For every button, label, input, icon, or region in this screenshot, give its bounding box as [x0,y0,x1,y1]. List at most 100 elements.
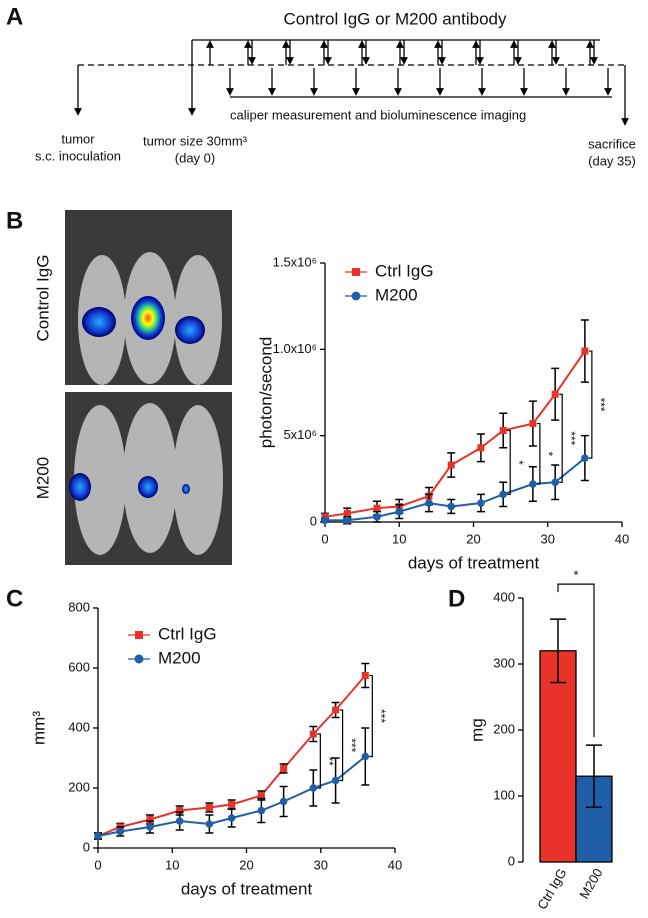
marker [332,706,340,714]
marker [425,499,433,507]
y-tick-label: 1.5x10⁶ [273,254,317,269]
x-tick-label: 0 [321,531,328,546]
significance-label: * [573,568,578,583]
legend-marker [351,291,361,301]
panel-label: C [6,585,23,612]
x-tick-label: 0 [94,857,101,872]
y-tick-label: 1.0x10⁶ [273,341,317,356]
marker [361,752,370,761]
marker [205,804,213,811]
marker [116,827,125,836]
event-label: s.c. inoculation [35,148,121,163]
marker [257,806,266,815]
marker [279,797,288,806]
legend-label: M200 [375,285,418,304]
significance-bracket [339,709,344,782]
marker [395,507,404,516]
significance-bracket [536,422,541,485]
y-tick-label: 400 [68,719,90,734]
x-axis-label: days of treatment [181,879,313,898]
x-tick-label: 10 [392,531,406,546]
marker [499,426,507,434]
marker [146,823,154,831]
event-label: sacrifice [588,136,636,151]
legend-label: Ctrl IgG [158,624,217,643]
x-tick-label: 20 [239,857,253,872]
marker [257,792,265,799]
marker [343,509,351,517]
legend-marker [352,268,360,276]
x-tick-label: 40 [388,857,402,872]
legend-marker [135,631,143,639]
y-tick-label: 100 [493,787,515,802]
significance-label: *** [374,709,388,723]
legend-label: Ctrl IgG [375,261,434,280]
marker [280,765,288,772]
significance-bracket [588,350,593,459]
significance-label: *** [594,398,608,412]
marker [581,454,589,462]
imaging-label: caliper measurement and bioluminescence … [230,107,526,122]
event-label: tumor [61,131,95,146]
marker [205,820,214,828]
x-tick-label: M200 [576,866,605,902]
significance-bracket [369,674,373,758]
event-label: (day 35) [588,153,636,168]
y-axis-label: mm³ [29,711,48,745]
marker [321,516,329,525]
y-tick-label: 0 [83,839,90,854]
y-tick-label: 0 [508,853,515,868]
significance-bracket [557,583,595,738]
marker [146,816,154,823]
panel-label: A [6,3,23,30]
significance-bracket [507,429,511,495]
marker [477,499,485,507]
group-label: Control IgG [33,255,52,342]
legend-marker [134,654,144,664]
error-bar [586,744,602,808]
significance-label: *** [564,431,578,445]
marker [529,480,537,488]
marker [499,490,508,499]
significance-label: *** [344,738,358,752]
marker [447,502,456,511]
y-tick-label: 800 [68,599,90,614]
marker [343,516,352,525]
x-tick-label: 10 [165,857,179,872]
marker [447,461,455,469]
y-tick-label: 200 [493,721,515,736]
x-axis-label: days of treatment [408,553,540,572]
marker [309,730,317,738]
significance-label: * [512,460,526,465]
x-tick-label: 30 [541,531,555,546]
error-bar [550,618,566,684]
marker [551,478,559,487]
x-tick-label: 20 [466,531,480,546]
marker [529,420,537,428]
marker [309,784,318,792]
panel-label: D [448,585,465,612]
marker [373,513,381,521]
marker [551,390,559,398]
legend-label: M200 [158,648,201,667]
y-tick-label: 0 [310,513,317,528]
treatment-label: Control IgG or M200 antibody [283,9,507,28]
significance-label: * [542,451,556,456]
marker [228,801,236,808]
significance-label: ** [322,756,336,766]
marker [361,672,369,679]
series-line [324,350,586,518]
panel-label: B [6,207,23,234]
y-tick-label: 400 [493,589,515,604]
x-tick-label: Ctrl IgG [534,866,569,912]
x-tick-label: 40 [615,531,629,546]
marker [175,817,184,825]
event-label: tumor size 30mm³ [143,133,248,148]
schematic: Control IgG or M200 antibody caliper mea… [35,9,636,168]
significance-bracket [317,733,321,789]
marker [373,504,381,512]
marker [227,814,236,822]
y-tick-label: 200 [68,779,90,794]
y-axis-label: photon/second [256,337,275,449]
significance-bracket [559,393,563,483]
